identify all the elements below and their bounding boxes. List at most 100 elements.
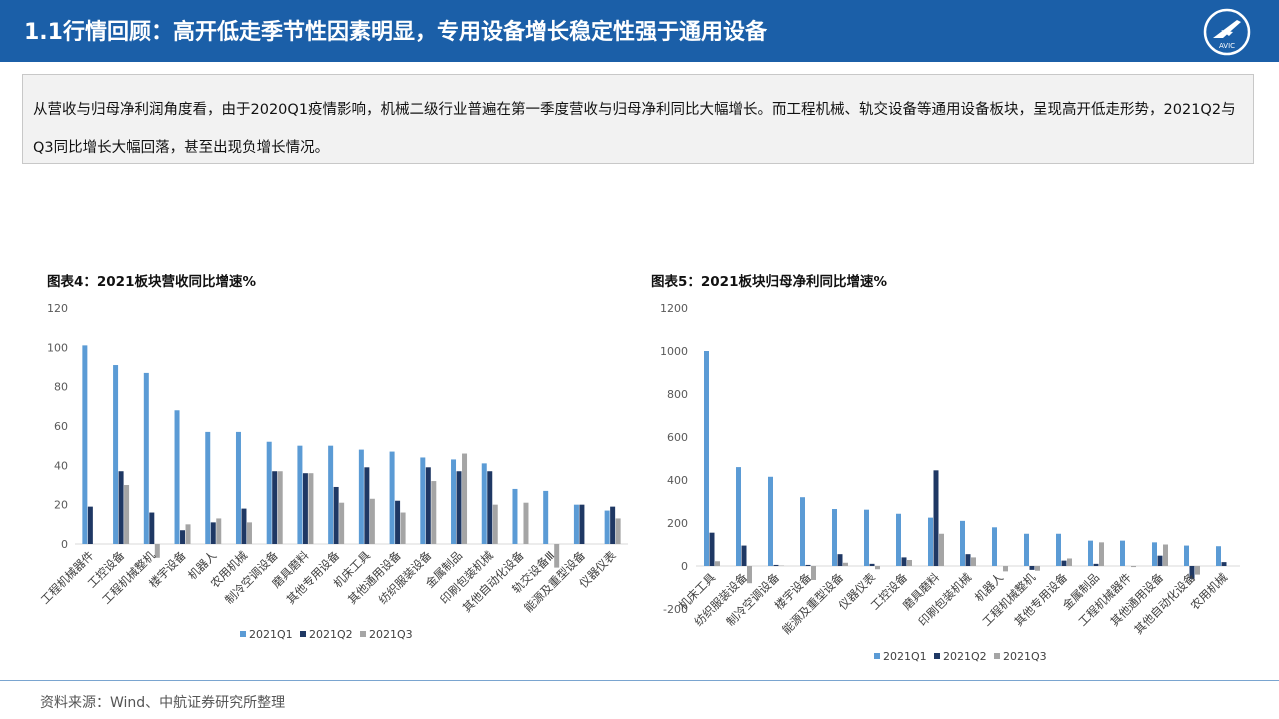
chart1-legend-swatch-0 <box>874 653 880 659</box>
header-bar: 1.1行情回顾：高开低走季节性因素明显，专用设备增长稳定性强于通用设备 AVIC <box>0 0 1279 62</box>
chart1-bar-13-2 <box>1131 566 1136 568</box>
chart0-legend-label-1: 2021Q2 <box>309 628 353 641</box>
chart1-legend-label-1: 2021Q2 <box>943 650 987 663</box>
avic-logo: AVIC <box>1203 8 1251 56</box>
chart0-bar-9-0 <box>358 449 364 544</box>
chart1-bar-3-1 <box>805 564 811 566</box>
chart1-bar-10-2 <box>1035 566 1040 571</box>
chart0-bar-10-1 <box>395 500 401 544</box>
chart1-bar-5-2 <box>875 566 880 570</box>
chart1-bar-0-1 <box>709 532 715 566</box>
chart0-bar-7-1 <box>302 473 308 544</box>
chart1-ytick-3: 400 <box>667 474 688 487</box>
chart0-ytick-6: 120 <box>47 302 68 315</box>
chart0-bar-6-2 <box>277 471 283 544</box>
page-title: 1.1行情回顾：高开低走季节性因素明显，专用设备增长稳定性强于通用设备 <box>24 20 767 45</box>
chart1-ytick-2: 200 <box>667 517 688 530</box>
chart0-legend-label-0: 2021Q1 <box>249 628 293 641</box>
chart1-bar-11-0 <box>1056 533 1061 566</box>
chart0-bar-17-0 <box>604 510 610 544</box>
chart0-bar-7-0 <box>297 445 303 544</box>
chart0-bar-4-1 <box>210 522 216 544</box>
chart1-bar-10-0 <box>1024 533 1029 566</box>
chart1-bar-8-1 <box>965 554 971 566</box>
chart0-bar-1-0 <box>113 365 119 544</box>
chart1-bar-8-2 <box>971 557 976 566</box>
chart0-bar-16-1 <box>579 504 585 544</box>
chart1-bar-13-0 <box>1120 540 1125 566</box>
chart0-bar-3-2 <box>185 524 191 544</box>
footer-divider <box>0 680 1279 681</box>
chart1-ytick-4: 600 <box>667 431 688 444</box>
chart1-legend-swatch-1 <box>934 653 940 659</box>
chart1-bar-15-1 <box>1189 566 1195 579</box>
chart0-bar-5-1 <box>241 508 247 544</box>
chart0-bar-4-2 <box>216 518 222 544</box>
chart0-bar-13-1 <box>487 471 493 544</box>
chart1-bar-4-2 <box>843 562 848 566</box>
chart0-bar-8-2 <box>339 502 345 544</box>
chart0-bar-15-0 <box>543 490 549 544</box>
chart1-bar-1-1 <box>741 545 747 566</box>
chart0-bar-12-0 <box>451 459 457 544</box>
charts-canvas: 020406080100120工程机械器件工控设备工程机械整机楼宇设备机器人农用… <box>38 302 1240 663</box>
chart0-bar-2-1 <box>149 512 155 544</box>
chart0-bar-2-2 <box>154 544 160 558</box>
logo-text: AVIC <box>1219 42 1235 50</box>
chart0-bar-16-0 <box>573 504 579 544</box>
chart0-bar-8-1 <box>333 486 339 544</box>
source-note: 资料来源：Wind、中航证券研究所整理 <box>40 695 286 711</box>
chart1-bar-12-0 <box>1088 540 1093 566</box>
chart1-bar-2-1 <box>773 564 779 566</box>
chart0-bar-0-1 <box>87 506 93 544</box>
chart0-legend-swatch-0 <box>240 631 246 637</box>
chart0-ytick-5: 100 <box>47 341 68 354</box>
chart1-bar-16-0 <box>1216 546 1221 566</box>
summary-box: 从营收与归母净利润角度看，由于2020Q1疫情影响，机械二级行业普遍在第一季度营… <box>22 74 1254 164</box>
chart1-bar-9-0 <box>992 527 997 566</box>
chart0-bar-17-1 <box>610 506 616 544</box>
chart1-bar-14-1 <box>1157 555 1163 566</box>
chart0-bar-5-0 <box>235 431 241 544</box>
chart1-bar-12-1 <box>1093 563 1099 566</box>
chart1-bar-7-0 <box>928 517 933 566</box>
chart0-bar-8-0 <box>328 445 334 544</box>
chart0-bar-3-0 <box>174 410 180 544</box>
chart0-bar-11-0 <box>420 457 426 544</box>
chart1-bar-1-0 <box>736 467 741 566</box>
chart0-bar-13-0 <box>481 463 487 544</box>
chart1-bar-6-0 <box>896 513 901 566</box>
chart1-bar-5-0 <box>864 509 869 566</box>
chart1-ytick-7: 1200 <box>660 302 688 315</box>
chart1-bar-7-1 <box>933 470 939 566</box>
chart0-bar-1-1 <box>118 471 124 544</box>
chart0-bar-11-2 <box>431 481 437 544</box>
chart0-ytick-2: 40 <box>54 459 68 472</box>
chart1-bar-4-1 <box>837 554 843 566</box>
chart1-bar-15-0 <box>1184 545 1189 566</box>
chart1-ytick-0: -200 <box>663 603 688 616</box>
chart0-bar-14-2 <box>523 502 529 544</box>
chart1-bar-3-2 <box>811 566 816 580</box>
chart0-bar-0-0 <box>82 345 88 544</box>
chart0-bar-4-0 <box>205 431 211 544</box>
chart0-bar-2-0 <box>143 372 149 544</box>
chart0-bar-11-1 <box>425 467 431 544</box>
chart0-bar-9-2 <box>369 498 375 544</box>
chart0-bar-6-1 <box>272 471 278 544</box>
chart0-bar-9-1 <box>364 467 370 544</box>
chart1-bar-11-2 <box>1067 558 1072 566</box>
chart1-legend-label-2: 2021Q3 <box>1003 650 1047 663</box>
chart1-bar-8-0 <box>960 520 965 566</box>
chart1-ytick-1: 0 <box>681 560 688 573</box>
chart0-bar-7-2 <box>308 473 314 544</box>
summary-text: 从营收与归母净利润角度看，由于2020Q1疫情影响，机械二级行业普遍在第一季度营… <box>33 102 1236 156</box>
chart1-bar-5-1 <box>869 563 875 566</box>
chart1-legend-label-0: 2021Q1 <box>883 650 927 663</box>
chart1-ytick-5: 800 <box>667 388 688 401</box>
chart1-bar-4-0 <box>832 509 837 566</box>
chart0-legend-swatch-1 <box>300 631 306 637</box>
chart1-bar-12-2 <box>1099 542 1104 566</box>
chart0-ytick-3: 60 <box>54 420 68 433</box>
chart0-bar-3-1 <box>180 530 186 544</box>
